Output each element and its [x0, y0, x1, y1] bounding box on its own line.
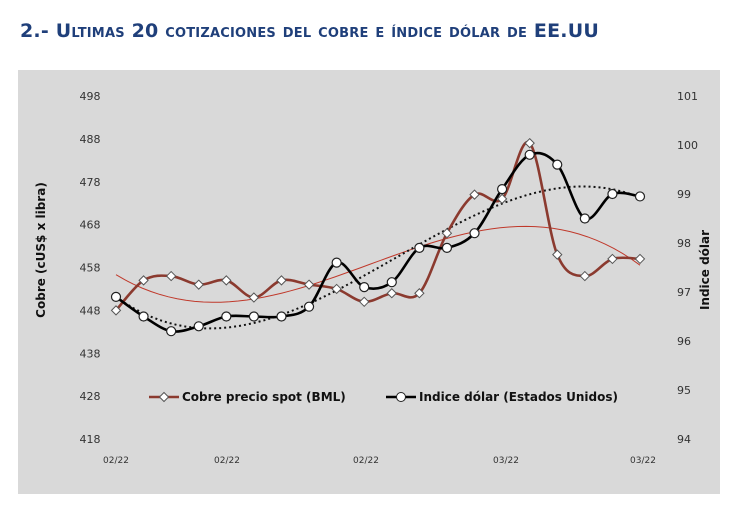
x-ticks: 02/22 02/22 02/22 03/22 03/22 — [103, 456, 656, 466]
page-title: 2.- Ultimas 20 cotizaciones del cobre e … — [20, 20, 599, 42]
data-point-indice-dolar — [497, 183, 508, 195]
y-right-tick-label: 101 — [677, 90, 698, 103]
y-right-tick-label: 95 — [677, 384, 691, 397]
data-point-indice-dolar — [414, 242, 425, 253]
data-point-indice-dolar — [524, 149, 535, 160]
data-point-cobre — [110, 305, 122, 316]
y-right-tick-label: 100 — [677, 139, 698, 152]
data-point-indice-dolar — [221, 311, 232, 322]
legend-marker-circle — [396, 392, 406, 402]
trendline-indice-dolar — [115, 185, 641, 330]
data-point-indice-dolar — [248, 311, 259, 322]
data-point-indice-dolar — [607, 188, 618, 200]
y-left-ticks: 418 428 438 448 458 468 478 488 498 — [80, 90, 101, 446]
data-point-cobre — [496, 193, 508, 205]
y-left-tick-label: 448 — [80, 304, 101, 317]
data-point-cobre — [441, 227, 453, 239]
data-point-indice-dolar — [469, 228, 480, 239]
legend-label-cobre: Cobre precio spot (BML) — [182, 390, 346, 404]
data-point-cobre — [276, 275, 287, 286]
y-left-tick-label: 498 — [80, 90, 101, 103]
data-point-cobre — [552, 249, 563, 260]
y-right-tick-label: 96 — [677, 335, 691, 348]
legend-label-indice-dolar: Indice dólar (Estados Unidos) — [419, 390, 618, 404]
y-left-tick-label: 438 — [80, 347, 101, 360]
x-tick-label: 02/22 — [214, 456, 240, 466]
data-point-cobre — [634, 253, 646, 265]
y-left-tick-label: 488 — [80, 133, 101, 146]
legend-item-cobre: Cobre precio spot (BML) — [149, 390, 346, 404]
data-point-cobre — [469, 189, 480, 200]
data-point-cobre — [386, 288, 397, 299]
data-point-cobre — [359, 296, 370, 308]
legend-item-indice-dolar: Indice dólar (Estados Unidos) — [386, 390, 618, 404]
data-point-indice-dolar — [138, 311, 149, 322]
data-point-cobre — [607, 253, 618, 265]
y-right-tick-label: 94 — [677, 433, 691, 446]
y-left-tick-label: 418 — [80, 433, 101, 446]
y-left-tick-label: 468 — [80, 219, 101, 232]
data-point-cobre — [331, 283, 342, 295]
trendline-cobre — [115, 225, 641, 303]
trend-lines — [115, 185, 641, 330]
data-point-cobre — [303, 279, 315, 290]
data-point-indice-dolar — [441, 242, 453, 253]
x-tick-label: 02/22 — [353, 456, 379, 466]
chart-panel: 418 428 438 448 458 468 478 488 498 94 95 96 97 98 99… — [18, 70, 720, 494]
data-point-indice-dolar — [303, 301, 315, 312]
y-left-tick-label: 458 — [80, 262, 101, 275]
legend: Cobre precio spot (BML) Indice dólar (Es… — [149, 390, 618, 404]
y-right-ticks: 94 95 96 97 98 99 100 101 — [677, 90, 698, 446]
data-point-cobre — [248, 292, 260, 303]
series-line-indice-dolar — [115, 151, 641, 333]
data-point-indice-dolar — [166, 326, 177, 337]
data-point-indice-dolar — [552, 159, 563, 170]
series-markers — [110, 137, 646, 337]
data-point-indice-dolar — [193, 321, 204, 332]
data-point-indice-dolar — [110, 291, 122, 302]
data-point-cobre — [524, 137, 535, 149]
x-tick-label: 03/22 — [493, 456, 519, 466]
data-point-cobre — [579, 270, 591, 282]
y-right-axis-title: Indice dólar — [698, 230, 712, 310]
data-point-cobre — [165, 270, 177, 282]
data-point-cobre — [221, 275, 232, 286]
y-left-tick-label: 478 — [80, 176, 101, 189]
data-point-indice-dolar — [359, 282, 370, 293]
y-left-tick-label: 428 — [80, 390, 101, 403]
y-right-tick-label: 98 — [677, 237, 691, 250]
series-lines — [115, 140, 641, 333]
data-point-indice-dolar — [386, 277, 397, 288]
data-point-indice-dolar — [579, 213, 590, 224]
data-point-cobre — [193, 279, 204, 290]
data-point-cobre — [414, 288, 425, 299]
legend-marker-diamond — [158, 391, 170, 403]
data-point-indice-dolar — [331, 257, 342, 268]
y-right-tick-label: 99 — [677, 188, 691, 201]
x-tick-label: 03/22 — [630, 456, 656, 466]
data-point-indice-dolar — [634, 191, 646, 202]
data-point-cobre — [138, 275, 149, 286]
x-tick-label: 02/22 — [103, 456, 129, 466]
data-point-indice-dolar — [276, 311, 287, 322]
chart-svg: 418 428 438 448 458 468 478 488 498 94 95 96 97 98 99… — [34, 90, 712, 466]
y-left-axis-title: Cobre (cUS$ x libra) — [34, 182, 48, 318]
y-right-tick-label: 97 — [677, 286, 691, 299]
